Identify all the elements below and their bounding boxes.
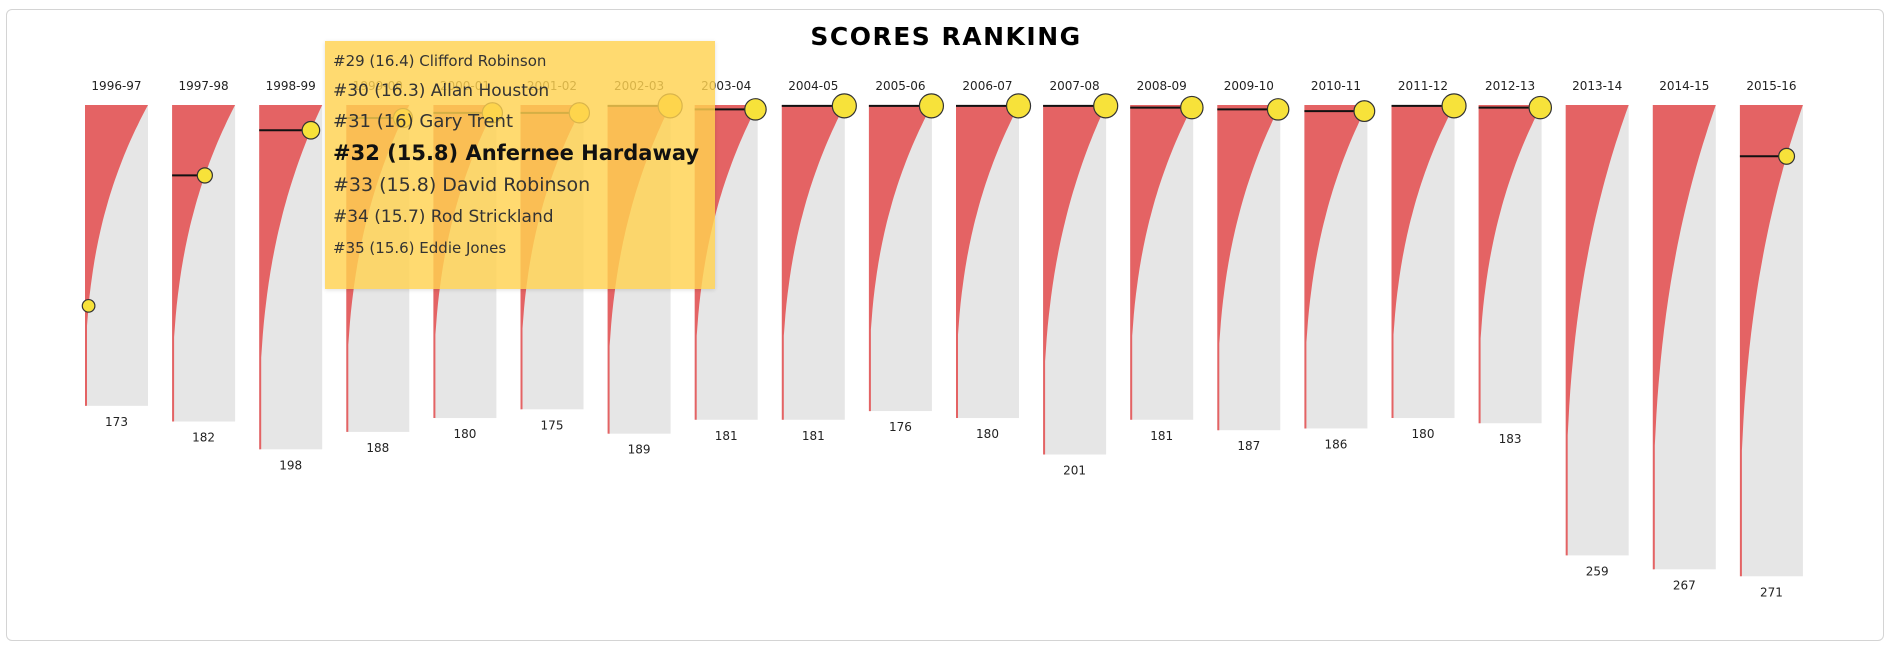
tooltip-row: #35 (15.6) Eddie Jones: [333, 239, 507, 257]
season-player-count: 175: [541, 418, 564, 432]
player-rank-marker[interactable]: [1005, 93, 1032, 119]
season-player-count: 181: [802, 429, 825, 443]
player-rank-marker[interactable]: [196, 167, 213, 184]
season-distribution: [1478, 105, 1542, 424]
tooltip-row: #33 (15.8) David Robinson: [333, 174, 591, 196]
season-label: 2010-11: [1311, 79, 1361, 93]
season-distribution: [868, 105, 932, 412]
season-label: 2007-08: [1050, 79, 1100, 93]
season-distribution: [1565, 105, 1629, 556]
season-distribution: [259, 105, 323, 450]
tooltip-row: #30 (16.3) Allan Houston: [333, 81, 550, 101]
player-rank-marker[interactable]: [1528, 95, 1553, 120]
season-player-count: 267: [1673, 578, 1696, 592]
season-label: 1996-97: [91, 79, 141, 93]
season-distribution: [1391, 105, 1455, 419]
season-label: 2012-13: [1485, 79, 1535, 93]
season-label: 1998-99: [266, 79, 316, 93]
season-label: 2008-09: [1137, 79, 1187, 93]
season-player-count: 181: [1150, 429, 1173, 443]
ranking-tooltip: #29 (16.4) Clifford Robinson #30 (16.3) …: [325, 41, 715, 289]
tooltip-row: #29 (16.4) Clifford Robinson: [333, 52, 547, 70]
tooltip-row: #34 (15.7) Rod Strickland: [333, 207, 554, 227]
season-player-count: 259: [1586, 564, 1609, 578]
player-rank-marker[interactable]: [1778, 147, 1796, 165]
season-player-count: 180: [976, 427, 999, 441]
season-player-count: 180: [1412, 427, 1435, 441]
season-player-count: 189: [628, 443, 651, 457]
season-player-count: 176: [889, 420, 912, 434]
player-rank-marker[interactable]: [1441, 93, 1467, 119]
season-player-count: 173: [105, 415, 128, 429]
season-distribution: [172, 105, 236, 422]
player-rank-marker[interactable]: [301, 120, 321, 140]
season-player-count: 187: [1237, 439, 1260, 453]
season-player-count: 188: [366, 441, 389, 455]
player-rank-marker[interactable]: [1093, 93, 1119, 119]
season-distribution: [1304, 105, 1368, 429]
season-label: 2015-16: [1746, 79, 1796, 93]
season-player-count: 186: [1324, 437, 1347, 451]
player-rank-marker[interactable]: [918, 93, 945, 119]
season-player-count: 183: [1499, 432, 1522, 446]
season-label: 2006-07: [962, 79, 1012, 93]
season-player-count: 180: [453, 427, 476, 441]
season-distribution: [1043, 105, 1107, 455]
season-label: 2009-10: [1224, 79, 1274, 93]
season-label: 2005-06: [875, 79, 925, 93]
player-rank-marker[interactable]: [831, 93, 857, 119]
chart-title: SCORES RANKING: [810, 22, 1082, 51]
player-rank-marker[interactable]: [744, 98, 767, 121]
player-rank-marker[interactable]: [1353, 100, 1376, 123]
player-rank-marker[interactable]: [1266, 98, 1290, 121]
season-player-count: 181: [715, 429, 738, 443]
season-distribution: [956, 105, 1019, 419]
season-distribution: [1217, 105, 1281, 431]
player-rank-marker[interactable]: [1180, 95, 1204, 120]
season-player-count: 198: [279, 458, 302, 472]
season-label: 2011-12: [1398, 79, 1448, 93]
season-distribution: [1739, 105, 1803, 577]
season-label: 2013-14: [1572, 79, 1622, 93]
season-distribution: [1130, 105, 1194, 420]
season-player-count: 182: [192, 430, 215, 444]
tooltip-row-highlighted: #32 (15.8) Anfernee Hardaway: [333, 141, 700, 165]
season-label: 2014-15: [1659, 79, 1709, 93]
season-distribution: [1652, 105, 1716, 570]
season-player-count: 271: [1760, 585, 1783, 599]
season-player-count: 201: [1063, 464, 1086, 478]
season-label: 1997-98: [179, 79, 229, 93]
player-rank-marker[interactable]: [81, 298, 96, 313]
season-distribution: [781, 105, 845, 420]
season-label: 2004-05: [788, 79, 838, 93]
tooltip-row: #31 (16) Gary Trent: [333, 111, 514, 132]
season-distribution: [85, 105, 148, 406]
